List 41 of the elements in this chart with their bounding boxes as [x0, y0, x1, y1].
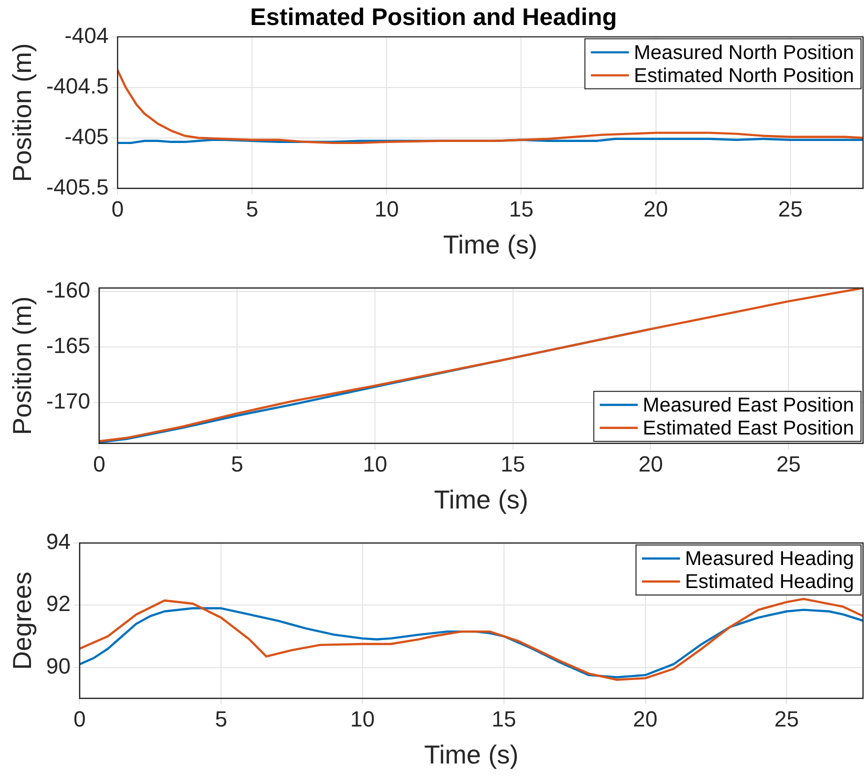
- x-tick-label: 5: [246, 196, 258, 222]
- x-tick-label: 25: [778, 196, 803, 222]
- x-tick-label: 0: [93, 452, 106, 477]
- y-tick-label: 94: [46, 529, 71, 554]
- x-tick-label: 15: [500, 452, 526, 477]
- y-tick-label: -404.5: [46, 73, 109, 98]
- y-tick-label: -405.5: [46, 174, 109, 200]
- x-tick-label: 25: [774, 706, 799, 732]
- y-axis-title: Position (m): [6, 296, 37, 436]
- y-tick-label: -405: [64, 124, 109, 149]
- chart-title: Estimated Position and Heading: [250, 4, 617, 32]
- x-tick-label: 20: [633, 706, 658, 732]
- y-axis-title: Degrees: [6, 572, 37, 670]
- x-tick-label: 25: [776, 452, 801, 477]
- x-tick-label: 5: [230, 452, 244, 477]
- y-tick-label: -165: [46, 332, 90, 358]
- legend-label: Estimated Heading: [685, 571, 854, 594]
- x-axis-title: Time (s): [434, 484, 528, 515]
- x-tick-label: 15: [492, 706, 516, 732]
- legend-label: Estimated North Position: [634, 64, 854, 87]
- legend-label: Measured East Position: [642, 394, 854, 416]
- y-tick-label: -160: [46, 277, 90, 302]
- x-axis-title: Time (s): [424, 740, 519, 770]
- legend-label: Measured Heading: [685, 548, 854, 570]
- y-tick-label: -170: [46, 388, 90, 414]
- y-tick-label: 90: [46, 653, 71, 678]
- x-tick-label: 10: [350, 706, 375, 732]
- y-tick-label: 92: [46, 591, 71, 616]
- x-tick-label: 5: [214, 706, 228, 732]
- legend-label: Estimated East Position: [642, 417, 854, 440]
- x-tick-label: 0: [74, 706, 86, 732]
- x-tick-label: 20: [644, 196, 668, 222]
- x-axis-title: Time (s): [443, 230, 538, 260]
- x-tick-label: 15: [508, 196, 534, 222]
- x-tick-label: 10: [362, 452, 388, 477]
- x-tick-label: 20: [638, 452, 663, 477]
- x-tick-label: 10: [374, 196, 399, 222]
- y-tick-label: -404: [64, 22, 109, 48]
- y-axis-title: Position (m): [6, 43, 37, 182]
- legend-label: Measured North Position: [634, 42, 854, 64]
- x-tick-label: 0: [111, 196, 124, 222]
